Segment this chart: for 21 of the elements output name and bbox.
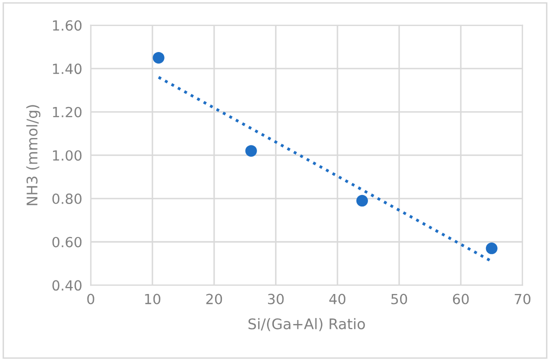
x-tick-label: 50 (391, 294, 408, 304)
y-axis-title: NH3 (mmol/g) (26, 105, 40, 206)
x-tick-label: 0 (87, 294, 94, 304)
x-tick-label: 70 (514, 294, 530, 304)
y-tick-label: 1.20 (53, 106, 82, 118)
x-tick-label: 20 (206, 294, 222, 304)
point (152, 52, 164, 64)
y-tick-label: 0.40 (52, 280, 82, 291)
x-tick-label: 30 (268, 294, 284, 304)
x-tick-label: 40 (329, 294, 346, 304)
point (486, 242, 498, 254)
x-tick-label: 60 (452, 294, 469, 304)
y-tick-label: 0.60 (52, 236, 82, 248)
point (356, 194, 368, 207)
point (245, 145, 257, 157)
x-axis-title: Si/(Ga+Al) Ratio (248, 318, 365, 332)
x-tick-label: 10 (145, 294, 160, 304)
y-tick-label: 1.40 (53, 64, 82, 74)
y-tick-label: 1.60 (53, 20, 82, 31)
y-tick-label: 0.80 (52, 194, 82, 204)
y-tick-label: 1.00 (53, 150, 82, 161)
